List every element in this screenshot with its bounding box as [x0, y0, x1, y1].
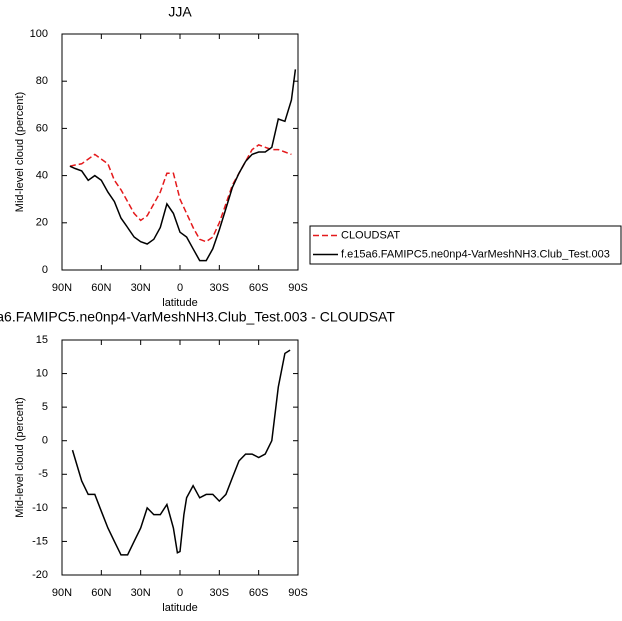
- y-axis-label: Mid-level cloud (percent): [14, 397, 26, 517]
- x-tick-label: 0: [177, 587, 183, 599]
- y-tick-label: 10: [36, 367, 48, 379]
- x-tick-label: 90S: [288, 587, 308, 599]
- y-tick-label: 100: [30, 28, 48, 40]
- y-tick-label: -20: [32, 569, 48, 581]
- x-axis-label: latitude: [162, 602, 197, 614]
- chart-title: JJA: [168, 4, 192, 20]
- x-tick-label: 60S: [249, 587, 269, 599]
- y-tick-label: 0: [42, 435, 48, 447]
- x-tick-label: 30S: [210, 587, 230, 599]
- x-tick-label: 60S: [249, 282, 269, 294]
- x-tick-label: 30N: [131, 587, 151, 599]
- y-tick-label: 0: [42, 264, 48, 276]
- x-tick-label: 90S: [288, 282, 308, 294]
- y-tick-label: 60: [36, 122, 48, 134]
- y-tick-label: -15: [32, 535, 48, 547]
- y-tick-label: 20: [36, 217, 48, 229]
- y-tick-label: 5: [42, 401, 48, 413]
- y-tick-label: -10: [32, 502, 48, 514]
- y-tick-label: 15: [36, 334, 48, 346]
- data-line: [69, 69, 297, 262]
- y-tick-label: -5: [38, 468, 48, 480]
- y-tick-label: 40: [36, 170, 48, 182]
- legend-label: f.e15a6.FAMIPC5.ne0np4-VarMeshNH3.Club_T…: [341, 248, 610, 260]
- legend-label: CLOUDSAT: [341, 229, 400, 241]
- x-tick-label: 30S: [210, 282, 230, 294]
- plot-frame: [61, 339, 299, 576]
- data-line: [71, 349, 291, 556]
- data-line: [69, 144, 292, 243]
- x-tick-label: 90N: [52, 587, 72, 599]
- x-tick-label: 60N: [91, 587, 111, 599]
- x-tick-label: 90N: [52, 282, 72, 294]
- x-tick-label: 60N: [91, 282, 111, 294]
- x-tick-label: 0: [177, 282, 183, 294]
- x-axis-label: latitude: [162, 297, 197, 309]
- y-tick-label: 80: [36, 75, 48, 87]
- x-tick-label: 30N: [131, 282, 151, 294]
- y-axis-label: Mid-level cloud (percent): [14, 92, 26, 212]
- chart-title: f.e15a6.FAMIPC5.ne0np4-VarMeshNH3.Club_T…: [0, 309, 395, 325]
- legend-box: [309, 225, 622, 265]
